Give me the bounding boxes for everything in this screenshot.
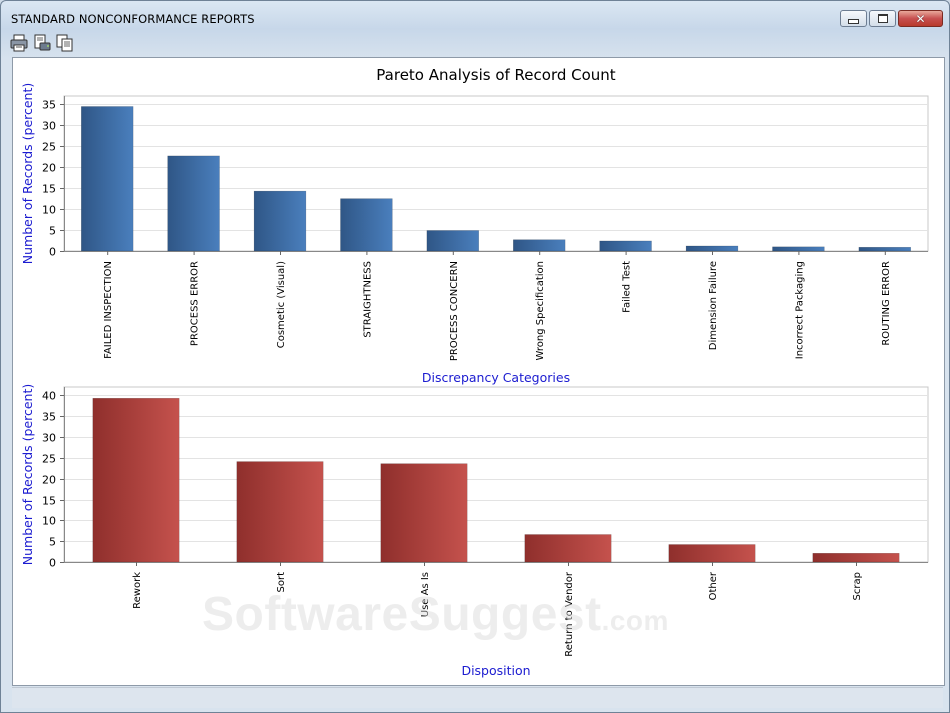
- pareto-charts: 0 5 10 15 20 25 30 35 FAILED INSPECTION PROCESS E…: [20, 66, 929, 678]
- x-tick-label: Use As Is: [420, 572, 431, 617]
- minimize-icon: [848, 19, 859, 24]
- x-tick-label: Sort: [276, 572, 287, 593]
- maximize-button[interactable]: [869, 10, 896, 27]
- y-tick-label: 25: [42, 453, 56, 466]
- x-tick-label: Dimension Failure: [708, 261, 719, 350]
- y-tick-label: 15: [42, 495, 56, 508]
- bar-failed-inspection[interactable]: [81, 106, 134, 252]
- y-tick-label: 20: [42, 474, 56, 487]
- bar-process-concern[interactable]: [426, 230, 479, 252]
- x-axis-label: Disposition: [461, 663, 530, 678]
- bar-process-error[interactable]: [167, 155, 220, 252]
- y-tick-label: 10: [42, 204, 56, 217]
- y-tick-label: 25: [42, 141, 56, 154]
- x-tick-label: Other: [708, 571, 719, 600]
- y-axis-label: Number of Records (percent): [20, 384, 35, 566]
- report-area: 0 5 10 15 20 25 30 35 FAILED INSPECTION PROCESS E…: [12, 57, 945, 686]
- status-bar: [12, 687, 943, 708]
- bar-failed-test[interactable]: [599, 240, 652, 252]
- bar-cosmetic-visual-[interactable]: [253, 190, 307, 252]
- y-tick-label: 40: [42, 390, 56, 403]
- x-tick-label: PROCESS CONCERN: [449, 261, 460, 361]
- bar-scrap[interactable]: [812, 553, 900, 563]
- print-preview-icon[interactable]: [32, 33, 52, 53]
- plot-area: [63, 386, 929, 563]
- bar-wrong-specification[interactable]: [513, 239, 566, 252]
- y-tick-label: 10: [42, 515, 56, 528]
- x-tick-label: Return to Vendor: [564, 571, 575, 657]
- copy-icon[interactable]: [55, 33, 75, 53]
- chart-title: Pareto Analysis of Record Count: [376, 66, 616, 84]
- y-tick-label: 5: [49, 225, 56, 238]
- x-tick-label: Cosmetic (Visual): [276, 261, 287, 348]
- window-controls: ✕: [838, 10, 943, 27]
- window-title: STANDARD NONCONFORMANCE REPORTS: [11, 12, 255, 26]
- maximize-icon: [877, 14, 888, 23]
- bar-dimension-failure[interactable]: [685, 245, 739, 252]
- y-tick-label: 15: [42, 183, 56, 196]
- x-axis-label: Discrepancy Categories: [422, 370, 570, 385]
- y-axis-label: Number of Records (percent): [20, 83, 35, 265]
- watermark: SoftwareSuggest.com: [202, 588, 669, 641]
- chart-1: 0 5 10 15 20 25 30 35 FAILED INSPECTION PROCESS E…: [20, 66, 929, 385]
- y-tick-label: 35: [42, 99, 56, 112]
- y-tick-label: 0: [49, 557, 56, 570]
- bar-straightness[interactable]: [340, 198, 393, 252]
- x-tick-label: Failed Test: [622, 261, 633, 313]
- x-tick-label: STRAIGHTNESS: [362, 261, 373, 338]
- y-tick-label: 35: [42, 411, 56, 424]
- close-icon: ✕: [915, 11, 926, 26]
- bar-other[interactable]: [668, 544, 756, 563]
- close-button[interactable]: ✕: [898, 10, 943, 27]
- bar-incorrect-packaging[interactable]: [772, 246, 825, 252]
- chart-2: 0 5 10 15 20 25 30 35 40 Rework Sort Use As Is Retur…: [20, 384, 929, 678]
- x-tick-label: Incorrect Packaging: [794, 261, 805, 359]
- bar-routing-error[interactable]: [858, 246, 911, 252]
- x-tick-label: Rework: [132, 572, 143, 609]
- title-bar[interactable]: STANDARD NONCONFORMANCE REPORTS ✕: [1, 1, 949, 29]
- y-tick-label: 5: [49, 536, 56, 549]
- toolbar: [9, 32, 78, 54]
- y-tick-label: 0: [49, 246, 56, 259]
- y-tick-label: 20: [42, 162, 56, 175]
- print-icon[interactable]: [9, 33, 29, 53]
- bar-return-to-vendor[interactable]: [524, 534, 612, 563]
- x-tick-label: ROUTING ERROR: [881, 261, 892, 346]
- bar-rework[interactable]: [92, 398, 180, 563]
- x-tick-label: Wrong Specification: [535, 261, 546, 361]
- y-tick-label: 30: [42, 432, 56, 445]
- x-tick-label: Scrap: [852, 572, 863, 600]
- bar-sort[interactable]: [236, 461, 324, 563]
- x-tick-label: FAILED INSPECTION: [103, 261, 114, 359]
- minimize-button[interactable]: [840, 10, 867, 27]
- y-tick-label: 30: [42, 120, 56, 133]
- bar-use-as-is[interactable]: [380, 463, 468, 563]
- x-tick-label: PROCESS ERROR: [190, 261, 201, 346]
